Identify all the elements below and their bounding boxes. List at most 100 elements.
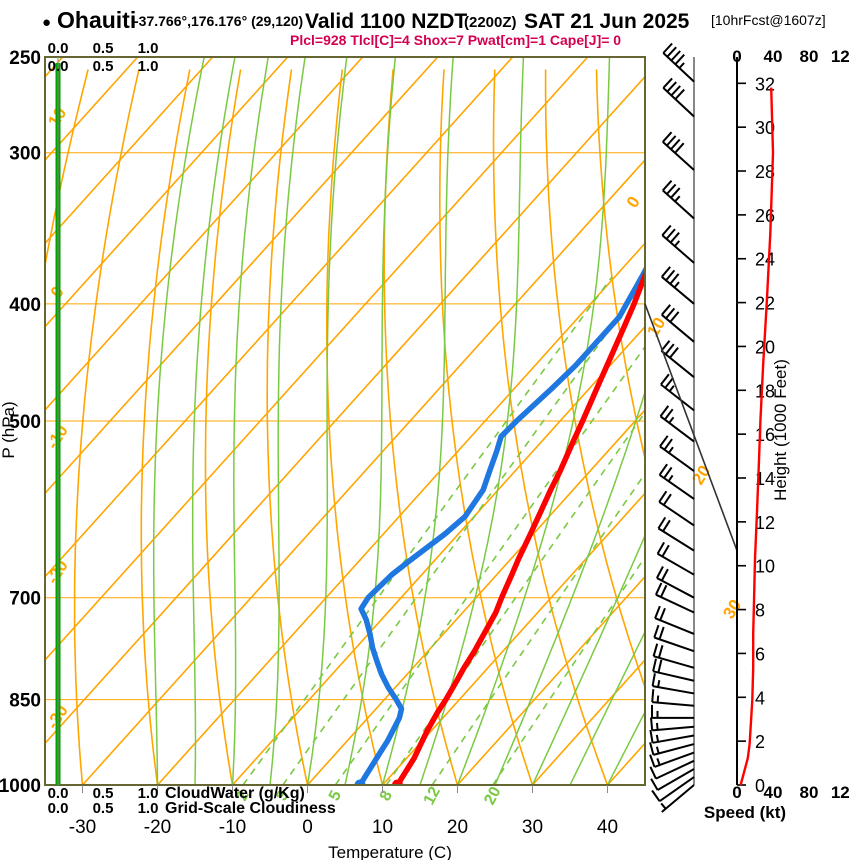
mixing-ratio-line [282, 276, 645, 785]
wind-barb [655, 759, 695, 780]
dry-adiabat-line [438, 69, 534, 785]
moist-adiabat-line [494, 57, 645, 785]
dry-adiabat-line [326, 69, 384, 785]
wind-barb [652, 658, 657, 672]
wind-barb [662, 141, 695, 171]
station-name: Ohauiti [57, 7, 136, 33]
height-tick-label: 28 [755, 162, 775, 182]
wind-barb [653, 655, 695, 669]
wind-barb [670, 85, 681, 97]
wind-barb [660, 383, 695, 412]
wind-barb [659, 584, 668, 598]
wind-barb [657, 680, 661, 688]
wind-barb [665, 269, 676, 282]
station-marker-icon: ● [42, 14, 51, 31]
speed-tick-label-bottom: 120 [831, 783, 850, 802]
moist-adiabat-line [419, 57, 525, 785]
wind-barb [660, 802, 667, 810]
isotherm-line [45, 57, 364, 785]
valid-time: Valid 1100 NZDT [305, 10, 467, 33]
wind-barb [674, 195, 681, 203]
wind-barb [663, 438, 673, 451]
wind-barb [674, 54, 685, 65]
isotherm-label-right: 20 [688, 462, 714, 488]
wind-barb [661, 544, 670, 557]
wind-barb [653, 624, 660, 638]
pressure-tick-label: 850 [9, 691, 41, 712]
grid-layer [45, 57, 645, 785]
mixing-ratio-line [385, 276, 645, 785]
wind-barb [656, 577, 695, 599]
wind-barb [664, 408, 674, 421]
pressure-tick-label: 250 [9, 48, 41, 69]
wind-barb [661, 314, 695, 343]
wind-barb [655, 593, 695, 614]
wind-barb [662, 189, 695, 220]
wind-barb [665, 307, 676, 319]
cloudwater-tick-top: 1.0 [138, 40, 159, 57]
height-axis-label: Height (1000 Feet) [771, 359, 790, 501]
speed-tick-label-bottom: 40 [764, 783, 783, 802]
wind-barb [657, 516, 667, 529]
wind-barb [659, 776, 695, 803]
cloudwater-tick-bottom: 0.5 [93, 785, 114, 802]
wind-barb [670, 187, 681, 199]
wind-barb [658, 490, 668, 503]
speed-tick-label-top: 80 [800, 47, 819, 66]
mixing-ratio-line [431, 276, 645, 785]
wind-barb [662, 42, 673, 54]
speed-tick-label-bottom: 0 [732, 783, 741, 802]
height-tick-label: 30 [755, 118, 775, 138]
wind-barb [678, 62, 685, 69]
moist-adiabat-line [569, 57, 645, 785]
wind-barb [659, 607, 666, 621]
isotherm-line [45, 57, 514, 785]
wind-barb [664, 343, 675, 355]
wind-barb [661, 234, 695, 264]
cloudiness-tick-top: 1.0 [138, 58, 159, 75]
moist-adiabat-line [152, 57, 205, 785]
wind-barb [665, 228, 676, 240]
dry-adiabat-line [204, 69, 242, 785]
dry-adiabat-line [492, 69, 609, 785]
wind-barb-layer [649, 42, 695, 813]
station-coords: -37.766°,176.176° (29,120) [134, 13, 303, 29]
wind-barb [661, 276, 695, 305]
temperature-tick-label: 40 [597, 817, 618, 838]
cloudiness-tick-bottom: 0.0 [48, 800, 69, 817]
wind-barb [654, 582, 663, 596]
cloudiness-tick-top: 0.5 [93, 58, 114, 75]
wind-barb [651, 689, 655, 703]
wind-barb [661, 266, 671, 278]
wind-barb [650, 778, 659, 791]
sounding-endpoint [354, 779, 366, 785]
mixing-ratio-line [242, 276, 613, 785]
dry-adiabat-line [595, 69, 645, 785]
isotherm-line [381, 57, 645, 785]
sounding-endpoint [392, 779, 403, 785]
mixing-ratio-line [334, 276, 645, 785]
dry-adiabat-line [73, 69, 140, 785]
moist-adiabat-line [456, 57, 611, 785]
wind-barb [654, 751, 695, 768]
isotherm-line [45, 57, 214, 785]
speed-tick-label-top: 40 [764, 47, 783, 66]
pressure-axis-label: P (hPa) [0, 401, 18, 458]
wind-barb [673, 281, 680, 289]
wind-barb [652, 701, 695, 707]
moist-adiabat-line [269, 57, 306, 785]
moist-adiabat-line [306, 57, 348, 785]
wind-barb [657, 552, 695, 576]
wind-barb [669, 232, 680, 244]
temperature-tick-label: 30 [522, 817, 543, 838]
wind-barb [661, 304, 671, 316]
cloudiness-tick-top: 0.0 [48, 58, 69, 75]
height-tick-label: 8 [755, 601, 765, 621]
cloudwater-tick-bottom: 0.0 [48, 785, 69, 802]
temperature-tick-label: 20 [447, 817, 468, 838]
height-tick-label: 4 [755, 688, 765, 708]
pressure-tick-label: 700 [9, 589, 41, 610]
wind-barb [656, 566, 664, 579]
wind-barb [652, 643, 659, 657]
wind-barb [649, 766, 657, 780]
